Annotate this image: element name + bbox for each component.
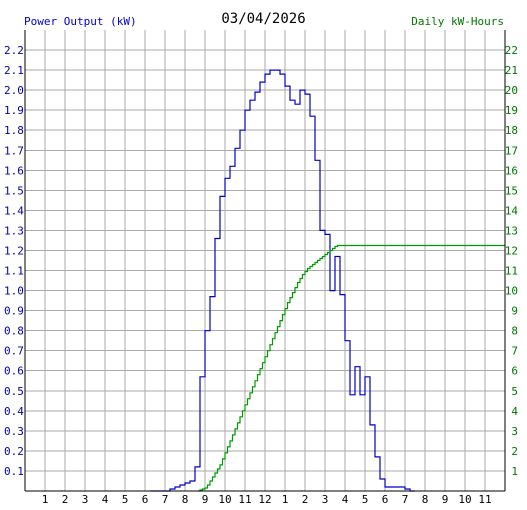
right-tick-label: 19	[505, 104, 518, 117]
right-axis-title: Daily kW-Hours	[411, 15, 504, 28]
right-tick-label: 18	[505, 124, 518, 137]
left-tick-label: 0.6	[4, 365, 24, 378]
daily-kwh-line	[197, 244, 505, 492]
right-tick-label: 12	[505, 244, 518, 257]
right-tick-label: 15	[505, 184, 518, 197]
x-tick-label: 5	[122, 493, 129, 506]
left-tick-label: 1.6	[4, 164, 24, 177]
x-tick-label: 5	[362, 493, 369, 506]
x-tick-label: 7	[162, 493, 169, 506]
left-tick-label: 0.7	[4, 345, 24, 358]
left-tick-label: 1.1	[4, 265, 24, 278]
left-tick-label: 0.2	[4, 445, 24, 458]
left-tick-label: 0.4	[4, 405, 24, 418]
x-tick-label: 7	[402, 493, 409, 506]
right-tick-label: 2	[511, 445, 518, 458]
right-tick-label: 6	[511, 365, 518, 378]
left-tick-label: 1.0	[4, 285, 24, 298]
right-tick-label: 5	[511, 385, 518, 398]
x-tick-label: 4	[342, 493, 349, 506]
x-tick-label: 10	[458, 493, 471, 506]
right-tick-label: 16	[505, 164, 518, 177]
left-tick-label: 0.8	[4, 325, 24, 338]
right-tick-label: 13	[505, 224, 518, 237]
chart-tick-labels: 0.1 0.2 0.3 0.4 0.5 0.6 0.7 0.8 0.9 1.0 1.1 1.2 1.3 1…	[4, 44, 518, 506]
left-axis-title: Power Output (kW)	[24, 15, 137, 28]
left-tick-label: 2.0	[4, 84, 24, 97]
x-tick-label: 3	[322, 493, 329, 506]
right-tick-label: 10	[505, 285, 518, 298]
chart-series	[150, 69, 505, 492]
x-tick-label: 8	[422, 493, 429, 506]
right-tick-label: 4	[511, 405, 518, 418]
left-tick-label: 0.3	[4, 425, 24, 438]
left-tick-label: 0.1	[4, 465, 24, 478]
right-tick-label: 22	[505, 44, 518, 57]
right-tick-label: 14	[505, 204, 519, 217]
left-tick-label: 1.8	[4, 124, 24, 137]
left-tick-label: 1.5	[4, 184, 24, 197]
right-tick-label: 1	[511, 465, 518, 478]
x-tick-label: 11	[238, 493, 251, 506]
x-tick-label: 9	[202, 493, 209, 506]
x-tick-label: 8	[182, 493, 189, 506]
right-tick-label: 3	[511, 425, 518, 438]
left-tick-label: 0.9	[4, 305, 24, 318]
chart-frame	[24, 30, 506, 492]
left-tick-label: 1.4	[4, 204, 24, 217]
left-tick-label: 0.5	[4, 385, 24, 398]
left-tick-label: 2.2	[4, 44, 24, 57]
x-tick-label: 2	[302, 493, 309, 506]
x-tick-label: 2	[62, 493, 69, 506]
right-tick-label: 8	[511, 325, 518, 338]
x-tick-label: 4	[102, 493, 109, 506]
chart-date-title: 03/04/2026	[221, 11, 306, 27]
right-tick-label: 20	[505, 84, 518, 97]
x-tick-label: 1	[282, 493, 289, 506]
left-tick-label: 2.1	[4, 64, 24, 77]
right-tick-label: 9	[511, 305, 518, 318]
chart-grid	[25, 30, 505, 491]
power-output-line	[150, 69, 415, 492]
x-tick-label: 12	[258, 493, 271, 506]
x-tick-label: 6	[382, 493, 389, 506]
left-tick-label: 1.2	[4, 244, 24, 257]
left-tick-label: 1.7	[4, 144, 24, 157]
x-tick-label: 1	[42, 493, 49, 506]
x-tick-label: 10	[218, 493, 231, 506]
x-tick-label: 6	[142, 493, 149, 506]
x-tick-label: 3	[82, 493, 89, 506]
left-tick-label: 1.3	[4, 224, 24, 237]
x-tick-label: 11	[478, 493, 491, 506]
right-tick-label: 7	[511, 345, 518, 358]
right-tick-label: 11	[505, 265, 518, 278]
left-tick-label: 1.9	[4, 104, 24, 117]
right-tick-label: 21	[505, 64, 518, 77]
right-tick-label: 17	[505, 144, 518, 157]
x-tick-label: 9	[442, 493, 449, 506]
